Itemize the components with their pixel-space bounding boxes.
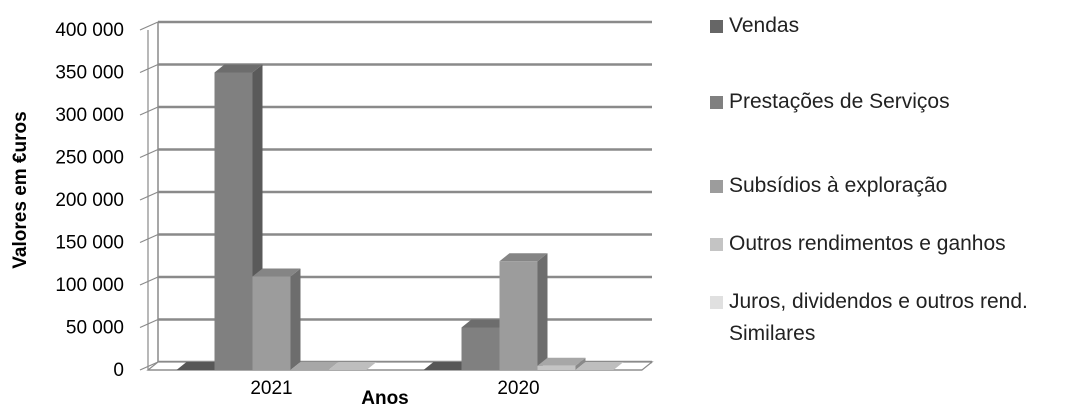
legend-swatch — [710, 238, 723, 251]
bar-top — [328, 362, 377, 370]
legend-swatch — [710, 180, 723, 193]
grid-diagonal — [139, 191, 159, 201]
bar-top — [252, 268, 301, 277]
bar — [575, 362, 624, 370]
legend-label: Vendas — [729, 14, 800, 37]
legend-item: Subsídios à exploração — [710, 170, 947, 202]
grid-diagonal — [139, 21, 159, 31]
legend-label: Juros, dividendos e outros rend. Similar… — [729, 290, 1028, 345]
bar-front — [252, 276, 291, 370]
y-tick-label: 250 000 — [55, 148, 124, 169]
bar — [328, 362, 377, 370]
y-tick-label: 300 000 — [55, 105, 124, 126]
bar-front — [461, 327, 500, 370]
bar-top — [423, 362, 472, 370]
chart: 0 50 000 100 000 150 000 200 000 250 000 300 0… — [10, 20, 654, 408]
grid-diagonal — [139, 233, 159, 244]
bar-side — [290, 268, 301, 370]
y-tick-label: 350 000 — [55, 63, 124, 84]
bar-top — [575, 362, 624, 370]
grid-diagonal — [139, 106, 159, 116]
y-tick-label: 200 000 — [55, 190, 124, 211]
legend-swatch — [710, 296, 723, 309]
y-tick-label: 100 000 — [55, 275, 124, 296]
bar-top — [214, 64, 263, 73]
legend-label: Subsídios à exploração — [729, 174, 948, 197]
legend-swatch — [710, 96, 723, 109]
legend-item: Prestações de Serviços — [710, 86, 950, 118]
bar-side — [537, 253, 548, 370]
x-tick-label: 2021 — [250, 378, 292, 399]
bar-front — [499, 261, 538, 370]
grid-diagonal — [139, 276, 159, 286]
legend-item: Outros rendimentos e ganhos — [710, 228, 1006, 260]
y-tick-label: 400 000 — [55, 20, 124, 41]
bar — [176, 362, 225, 370]
bar-front — [537, 365, 576, 370]
bar — [423, 362, 472, 370]
grid-diagonal — [139, 63, 159, 74]
bar — [252, 268, 301, 370]
bar-top — [290, 362, 339, 370]
bar — [290, 362, 339, 370]
y-tick-label: 0 — [113, 360, 124, 381]
bars — [176, 64, 624, 370]
legend-label: Prestações de Serviços — [729, 90, 950, 113]
legend-label: Outros rendimentos e ganhos — [729, 232, 1006, 255]
grid-diagonal — [139, 361, 159, 371]
y-tick-labels: 0 50 000 100 000 150 000 200 000 250 000 300 0… — [55, 20, 124, 381]
x-tick-labels: 2021 2020 — [250, 378, 539, 399]
bar — [499, 253, 548, 370]
legend-item: Vendas — [710, 10, 799, 42]
y-tick-label: 150 000 — [55, 233, 124, 254]
grid-diagonal — [139, 318, 159, 329]
bar-front — [214, 72, 253, 370]
bar-top — [176, 362, 225, 370]
grid-diagonal — [139, 148, 159, 159]
y-axis-title: Valores em €uros — [10, 111, 31, 268]
y-tick-label: 50 000 — [66, 318, 124, 339]
bar-side — [575, 357, 586, 370]
bar — [537, 357, 586, 370]
bar-top — [537, 357, 586, 366]
bar-top — [461, 319, 510, 328]
x-axis-title: Anos — [361, 388, 409, 408]
legend-item: Juros, dividendos e outros rend. Similar… — [710, 286, 1070, 350]
legend-swatch — [710, 20, 723, 33]
bar-top — [499, 253, 548, 262]
x-tick-label: 2020 — [497, 378, 539, 399]
